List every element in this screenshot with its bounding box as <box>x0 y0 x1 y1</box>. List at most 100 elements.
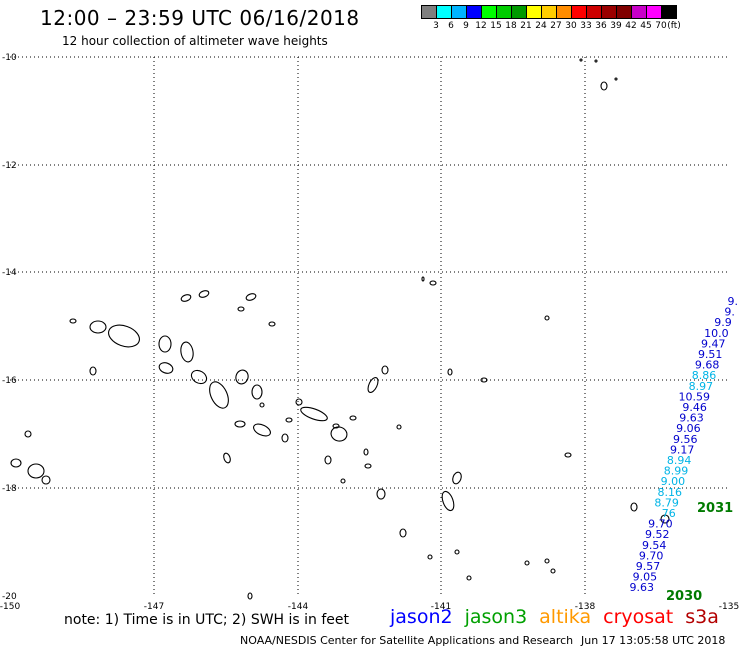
legend-label: 6 <box>448 21 454 31</box>
island-outline <box>480 377 488 383</box>
satellite-altika: altika <box>539 606 592 628</box>
lat-label: -10 <box>2 53 17 63</box>
satellite-jason2: jason2 <box>390 606 453 628</box>
legend-label: 15 <box>490 21 502 31</box>
lon-label: -141 <box>431 602 451 612</box>
wave-height-reading: 9.63 <box>679 412 704 425</box>
island-outline <box>594 59 598 63</box>
island-outline <box>600 81 608 91</box>
island-outline <box>367 377 379 393</box>
island-outline <box>89 366 97 376</box>
lat-label: -12 <box>2 161 17 171</box>
wave-height-reading: 9.46 <box>682 401 707 414</box>
map-subtitle: 12 hour collection of altimeter wave hei… <box>62 34 328 48</box>
lon-label: -144 <box>288 602 309 612</box>
lat-label: -14 <box>2 268 17 278</box>
wave-height-reading: 8.16 <box>658 486 683 499</box>
island-outline <box>330 426 348 442</box>
island-outline <box>324 455 332 465</box>
island-outline <box>69 318 77 324</box>
island-outline <box>544 315 550 321</box>
island-outline <box>158 362 174 374</box>
map-gridlines <box>10 56 729 596</box>
wave-height-reading: 9.56 <box>673 433 698 446</box>
wave-height-reading: 9.51 <box>698 348 723 361</box>
legend-label: 18 <box>505 21 517 31</box>
wave-height-reading: 9.06 <box>676 422 701 435</box>
wave-height-reading: 9.57 <box>636 560 661 573</box>
credit-line: NOAA/NESDIS Center for Satellite Applica… <box>240 634 574 647</box>
island-outline <box>524 560 530 566</box>
axis-labels: -10 -12 -14 -16 -18 -20-150 -147 -144 -141 -138 -1… <box>0 53 739 612</box>
island-outline <box>235 369 249 385</box>
legend-label: 24 <box>535 21 547 31</box>
island-outline <box>421 276 425 282</box>
map-title: 12:00 – 23:59 UTC 06/16/2018 <box>40 6 360 30</box>
island-outline <box>27 463 45 479</box>
island-outline <box>447 368 453 376</box>
wave-height-reading: 8.94 <box>667 454 692 467</box>
wave-height-reading: 9.47 <box>701 337 726 350</box>
wave-height-reading: 8.99 <box>664 465 689 478</box>
wave-height-reading: 9. <box>728 295 739 308</box>
wave-height-reading: 10.59 <box>679 390 711 403</box>
island-outline <box>660 514 670 524</box>
satellite-track: 9.9.9.910.09.479.519.688.868.9710.599.46… <box>630 295 739 594</box>
lat-label: -20 <box>2 592 17 602</box>
wave-height-reading: 9.05 <box>633 571 658 584</box>
island-outline <box>429 280 437 286</box>
island-outline <box>190 369 208 385</box>
island-outline <box>544 558 550 564</box>
island-outline <box>466 575 472 581</box>
wave-height-reading: 76 <box>662 507 676 520</box>
island-outline <box>427 554 433 560</box>
island-outline <box>381 365 389 375</box>
island-outline <box>441 490 455 512</box>
wave-height-reading: 9.52 <box>645 528 670 541</box>
legend-label: 42 <box>625 21 637 31</box>
island-outline <box>281 433 289 443</box>
wave-height-reading: 9. <box>724 306 735 319</box>
legend-label: 21 <box>520 21 532 31</box>
legend-label: 3 <box>433 21 439 31</box>
legend-label: 12 <box>475 21 487 31</box>
island-outline <box>564 452 572 458</box>
wave-height-reading: 9.9 <box>714 316 732 329</box>
island-outline <box>251 384 263 400</box>
satellite-s3a: s3a <box>685 606 719 628</box>
legend-label: 39 <box>610 21 622 31</box>
lon-label: -150 <box>0 602 20 612</box>
legend-label: (ft) <box>667 21 681 31</box>
wave-height-reading: 9.63 <box>630 581 655 594</box>
island-outline <box>180 341 194 363</box>
island-outline <box>268 321 276 327</box>
island-outline <box>285 417 293 423</box>
wave-height-color-legend: 3 6 9 12 15 18 21 24 27 30 33 36 39 42 45 70 (ft) <box>421 5 681 35</box>
wave-height-reading: 9.70 <box>639 549 664 562</box>
island-outline <box>10 458 22 468</box>
island-outline <box>234 420 246 428</box>
island-outline <box>24 430 32 438</box>
island-outlines <box>10 58 670 600</box>
satellite-legend: jason2 jason3 altika cryosat s3a <box>390 606 731 628</box>
island-outline <box>209 381 229 409</box>
island-outline <box>259 402 265 408</box>
island-outline <box>295 398 303 406</box>
island-outline <box>108 324 140 348</box>
island-outline <box>41 475 51 485</box>
island-outline <box>363 448 369 456</box>
lon-label: -135 <box>719 602 739 612</box>
generation-timestamp: Jun 17 13:05:58 UTC 2018 <box>581 634 726 647</box>
legend-label: 30 <box>565 21 577 31</box>
island-outline <box>158 335 172 353</box>
island-outline <box>550 568 556 574</box>
legend-label: 45 <box>640 21 652 31</box>
island-outline <box>332 423 340 429</box>
wave-height-reading: 10.0 <box>704 327 729 340</box>
track-label-upper: 2031 <box>697 501 733 516</box>
legend-swatches <box>421 5 677 19</box>
island-outline <box>579 58 583 62</box>
lat-label: -18 <box>2 484 17 494</box>
lat-label: -16 <box>2 376 17 386</box>
